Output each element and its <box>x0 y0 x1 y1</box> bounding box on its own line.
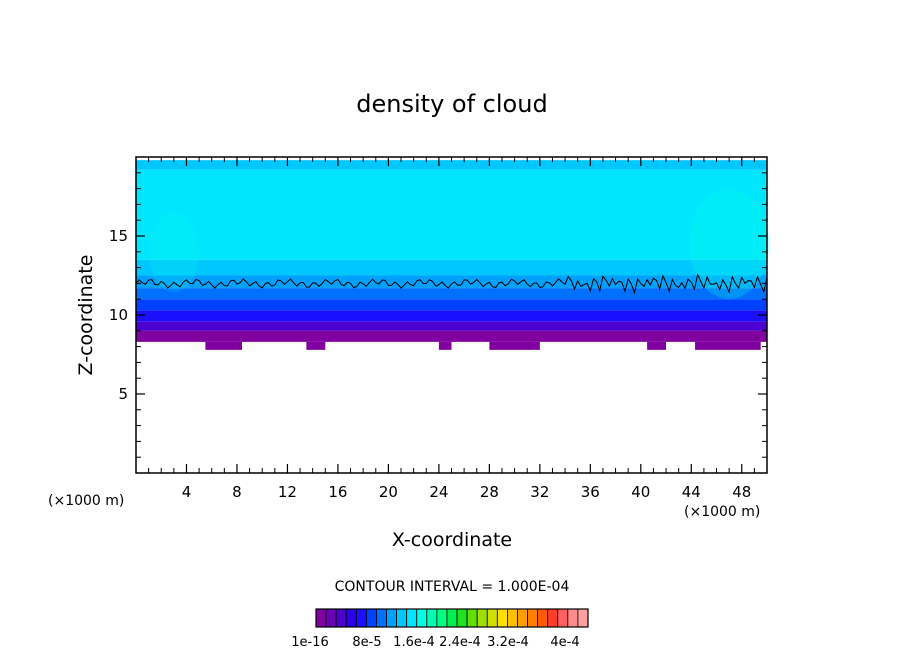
wave-region <box>689 188 770 299</box>
colorbar-swatch <box>486 608 498 628</box>
x-tick-label: 12 <box>278 483 297 501</box>
colorbar-swatch <box>426 608 438 628</box>
x-tick-label: 8 <box>232 483 242 501</box>
cloud-base-lobe <box>695 341 761 350</box>
colorbar-label: 1.6e-4 <box>393 635 435 650</box>
density-band-blue <box>136 310 767 322</box>
colorbar-swatch <box>315 608 327 628</box>
colorbar-frame <box>315 608 589 628</box>
colorbar-swatch <box>386 608 397 628</box>
density-band-light-blue <box>136 288 767 300</box>
colorbar-swatch <box>496 608 508 628</box>
colorbar-swatch <box>376 608 387 628</box>
chart-title: density of cloud <box>356 90 547 118</box>
density-band-cyan-dark <box>136 259 767 276</box>
colorbar-swatch <box>345 608 357 628</box>
cloud-base-lobe <box>647 341 667 350</box>
density-band-top <box>136 160 767 170</box>
cloud-base-lobe <box>489 341 540 350</box>
cloud-base-lobe <box>205 341 237 350</box>
colorbar-swatch <box>476 608 488 628</box>
x-tick-label: 40 <box>631 483 650 501</box>
x-axis-unit: (×1000 m) <box>684 504 760 520</box>
colorbar-swatch <box>466 608 478 628</box>
cloud-base-lobe <box>236 341 243 350</box>
x-tick-label: 36 <box>581 483 600 501</box>
x-axis-label: X-coordinate <box>392 529 512 551</box>
colorbar <box>315 608 589 628</box>
colorbar-swatch <box>325 608 337 628</box>
x-tick-label: 24 <box>429 483 448 501</box>
density-band-purple <box>136 330 767 342</box>
colorbar-swatch <box>577 608 589 628</box>
wave-region-left <box>148 211 199 292</box>
x-tick-label: 4 <box>182 483 192 501</box>
colorbar-swatch <box>416 608 428 628</box>
x-tick-label: 44 <box>682 483 701 501</box>
y-tick-label: 5 <box>118 385 128 403</box>
colorbar-swatch <box>436 608 448 628</box>
colorbar-label: 3.2e-4 <box>487 635 529 650</box>
density-band-indigo <box>136 321 767 331</box>
colorbar-swatch <box>365 608 377 628</box>
colorbar-swatch <box>406 608 418 628</box>
colorbar-swatch <box>396 608 408 628</box>
colorbar-label: 2.4e-4 <box>439 635 481 650</box>
colorbar-swatch <box>567 608 579 628</box>
x-tick-label: 16 <box>328 483 347 501</box>
colorbar-swatch <box>507 608 518 628</box>
x-tick-label: 48 <box>732 483 751 501</box>
colorbar-swatch <box>557 608 569 628</box>
y-axis-label: Z-coordinate <box>75 255 97 376</box>
colorbar-swatch <box>456 608 468 628</box>
plot-area <box>135 160 770 350</box>
colorbar-swatch <box>517 608 528 628</box>
x-tick-label: 32 <box>530 483 549 501</box>
y-axis-unit: (×1000 m) <box>48 493 124 509</box>
x-tick-label: 28 <box>480 483 499 501</box>
colorbar-swatch <box>537 608 549 628</box>
cloud-base-lobe <box>438 341 452 350</box>
colorbar-swatch <box>527 608 539 628</box>
colorbar-swatch <box>355 608 367 628</box>
x-axis: 4 8 12 16 20 24 28 32 36 40 44 48 <box>148 157 755 501</box>
colorbar-label: 1e-16 <box>291 635 329 650</box>
colorbar-label: 4e-4 <box>550 635 579 650</box>
colorbar-swatch <box>547 608 559 628</box>
y-tick-label: 15 <box>109 227 128 245</box>
colorbar-swatch <box>446 608 458 628</box>
density-band-cyan <box>136 169 767 260</box>
colorbar-labels: 1e-16 8e-5 1.6e-4 2.4e-4 3.2e-4 4e-4 <box>291 635 579 650</box>
contour-line <box>135 273 768 295</box>
contour-interval-label: CONTOUR INTERVAL = 1.000E-04 <box>335 579 570 595</box>
density-band-sky <box>136 275 767 289</box>
y-axis: 5 10 15 <box>109 172 767 458</box>
colorbar-label: 8e-5 <box>352 635 381 650</box>
y-tick-label: 10 <box>109 306 128 324</box>
x-tick-label: 20 <box>379 483 398 501</box>
colorbar-swatch <box>335 608 347 628</box>
density-band-mid-blue <box>136 299 767 311</box>
cloud-base-lobe <box>306 341 326 350</box>
